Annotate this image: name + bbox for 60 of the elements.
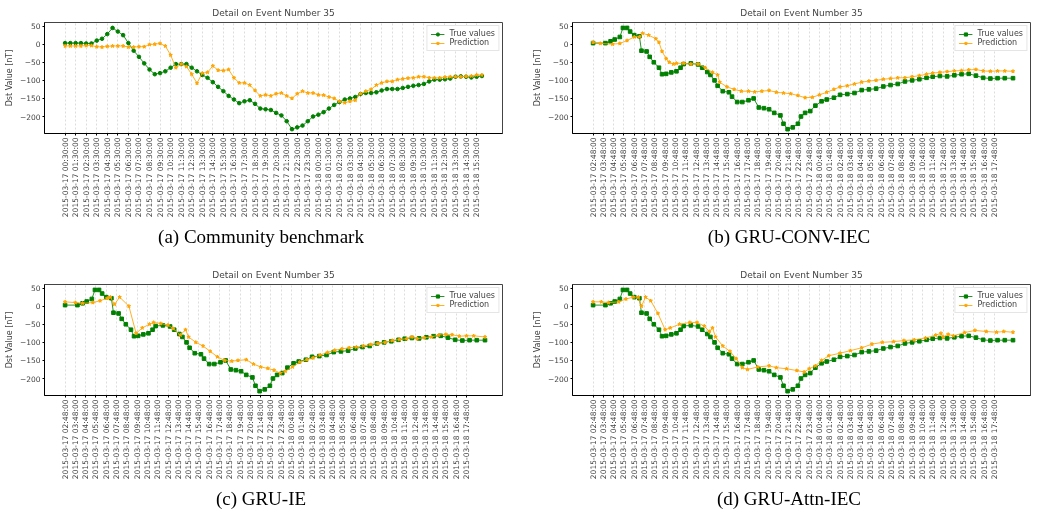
- point: [643, 294, 648, 300]
- point: [848, 348, 853, 353]
- point: [677, 321, 682, 327]
- point: [784, 366, 789, 371]
- legend-label: True values: [449, 29, 495, 38]
- point: [599, 299, 604, 304]
- y-axis-title: Dst Value [nT]: [532, 311, 542, 369]
- legend-label: True values: [449, 291, 495, 300]
- legend-label: Prediction: [977, 38, 1018, 47]
- chart-title: Detail on Event Number 35: [212, 269, 335, 280]
- point: [984, 329, 989, 334]
- point: [826, 353, 831, 358]
- point: [880, 340, 885, 345]
- point: [639, 303, 644, 309]
- point: [668, 325, 673, 330]
- text: (a) Community benchmark: [158, 225, 364, 249]
- point: [945, 332, 951, 337]
- point: [710, 325, 715, 330]
- y-axis-title: Dst Value [nT]: [4, 311, 14, 369]
- point: [933, 332, 939, 338]
- point: [794, 368, 800, 373]
- point: [655, 311, 661, 316]
- point: [713, 334, 718, 339]
- point: [774, 365, 779, 370]
- point: [694, 320, 700, 325]
- point: [590, 299, 596, 304]
- point: [745, 367, 750, 372]
- point: [740, 365, 745, 370]
- legend-label: Prediction: [449, 38, 490, 47]
- y-axis-title: Dst Value [nT]: [4, 49, 14, 107]
- point: [733, 356, 739, 361]
- legend-label: Prediction: [449, 300, 490, 309]
- point: [891, 339, 896, 344]
- point: [837, 350, 843, 356]
- point: [702, 323, 707, 329]
- chart-title: Detail on Event Number 35: [212, 7, 335, 18]
- point: [859, 345, 864, 350]
- point: [938, 331, 944, 336]
- point: [994, 329, 999, 335]
- point: [1010, 329, 1016, 335]
- point: [869, 341, 875, 347]
- y-axis-title: Dst Value [nT]: [532, 49, 542, 107]
- point: [766, 363, 772, 368]
- point: [801, 369, 807, 374]
- chart-title: Detail on Event Number 35: [740, 269, 863, 280]
- legend-label: Prediction: [977, 300, 1018, 309]
- text: (d) GRU-Attn-IEC: [716, 487, 862, 511]
- point: [662, 327, 668, 332]
- point: [807, 366, 812, 371]
- point: [972, 328, 978, 333]
- point: [623, 296, 629, 301]
- text: (b) GRU-CONV-IEC: [707, 225, 871, 249]
- point: [648, 298, 653, 303]
- text: (c) GRU-IE: [215, 487, 307, 511]
- chart-title: Detail on Event Number 35: [740, 7, 863, 18]
- point: [962, 330, 967, 335]
- legend-label: True values: [977, 29, 1023, 38]
- legend-label: True values: [977, 291, 1023, 300]
- point: [720, 343, 725, 348]
- point: [1001, 329, 1006, 334]
